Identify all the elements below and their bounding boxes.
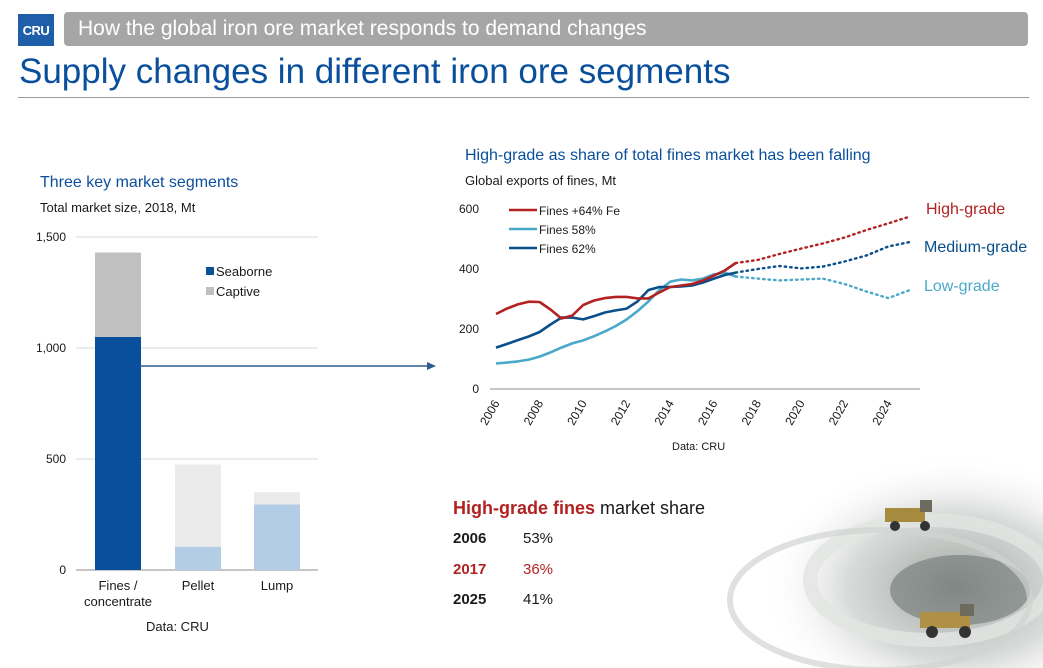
legend-label-seaborne: Seaborne bbox=[216, 264, 272, 279]
line-xtick-label: 2016 bbox=[695, 397, 721, 427]
bar-ytick-label: 0 bbox=[59, 563, 66, 577]
legend-label-medium-grade: Fines 62% bbox=[539, 242, 596, 256]
share-title-rest: market share bbox=[595, 498, 706, 518]
series-line-low-grade bbox=[495, 271, 737, 365]
line-ytick-label: 600 bbox=[459, 202, 479, 216]
forecast-line-medium-grade bbox=[734, 240, 912, 274]
share-title-highlight: High-grade fines bbox=[453, 498, 596, 518]
share-year: 2017 bbox=[453, 561, 487, 578]
bar-seaborne bbox=[95, 336, 141, 570]
line-ytick-label: 400 bbox=[459, 262, 479, 276]
bar-category-label: Pellet bbox=[182, 578, 215, 593]
annotation-low-grade: Low-grade bbox=[924, 278, 1000, 295]
annotation-medium-grade: Medium-grade bbox=[924, 239, 1028, 256]
bar-captive bbox=[254, 492, 300, 505]
line-xtick-label: 2012 bbox=[608, 397, 634, 427]
bar-category-label: concentrate bbox=[84, 594, 152, 609]
share-title: High-grade fines market share bbox=[453, 498, 705, 519]
line-xtick-label: 2008 bbox=[521, 397, 547, 427]
share-row: 2006 53% bbox=[453, 530, 553, 547]
haul-truck-icon bbox=[920, 604, 974, 638]
cru-logo: CRU bbox=[18, 14, 54, 46]
mine-photo bbox=[727, 455, 1043, 668]
legend-swatch-seaborne bbox=[206, 267, 214, 275]
bar-category-label: Fines / bbox=[98, 578, 137, 593]
connector-arrow bbox=[140, 362, 436, 370]
share-year: 2006 bbox=[453, 530, 487, 547]
forecast-line-low-grade bbox=[734, 275, 912, 300]
forecast-line-high-grade bbox=[734, 215, 912, 265]
line-xtick-label: 2018 bbox=[739, 397, 765, 427]
title-divider bbox=[18, 97, 1029, 98]
share-value: 36% bbox=[523, 561, 554, 578]
haul-truck-icon bbox=[885, 500, 932, 531]
legend-label-low-grade: Fines 58% bbox=[539, 223, 596, 237]
bar-captive bbox=[95, 252, 141, 337]
share-value: 41% bbox=[523, 591, 554, 608]
share-value: 53% bbox=[523, 530, 554, 547]
bar-ytick-label: 1,000 bbox=[36, 341, 66, 355]
share-row: 2025 41% bbox=[453, 591, 553, 608]
line-xtick-label: 2024 bbox=[869, 397, 895, 427]
line-ytick-label: 0 bbox=[472, 382, 479, 396]
share-year: 2025 bbox=[453, 591, 487, 608]
bar-captive bbox=[175, 464, 221, 547]
series-line-medium-grade bbox=[495, 271, 736, 349]
line-ytick-label: 200 bbox=[459, 322, 479, 336]
left-chart-source: Data: CRU bbox=[146, 619, 209, 634]
legend-swatch-captive bbox=[206, 287, 214, 295]
legend-label-captive: Captive bbox=[216, 284, 260, 299]
bar-ytick-label: 500 bbox=[46, 452, 66, 466]
annotation-high-grade: High-grade bbox=[926, 201, 1006, 218]
legend-label-high-grade: Fines +64% Fe bbox=[539, 204, 620, 218]
bar-seaborne bbox=[175, 546, 221, 570]
left-chart-subtitle: Total market size, 2018, Mt bbox=[40, 200, 196, 215]
line-xtick-label: 2020 bbox=[782, 397, 808, 427]
series-line-high-grade bbox=[495, 261, 737, 320]
line-xtick-label: 2010 bbox=[564, 397, 590, 427]
bar-seaborne bbox=[254, 504, 300, 570]
right-chart-source: Data: CRU bbox=[672, 441, 726, 453]
bar-chart: 0 500 1,000 1,500 Fines /concentrate Pellet Lu… bbox=[36, 230, 318, 609]
line-chart: 0 200 400 600 2006 2008 2010 2012 2014 2016 2018 20… bbox=[459, 202, 920, 428]
right-chart-title: High-grade as share of total fines marke… bbox=[465, 147, 871, 164]
bar-ytick-label: 1,500 bbox=[36, 230, 66, 244]
line-xtick-label: 2006 bbox=[477, 397, 503, 427]
bar-category-label: Lump bbox=[261, 578, 294, 593]
share-row: 2017 36% bbox=[453, 561, 553, 578]
right-chart-subtitle: Global exports of fines, Mt bbox=[465, 173, 617, 188]
line-xtick-label: 2014 bbox=[651, 397, 677, 427]
line-xtick-label: 2022 bbox=[826, 397, 852, 427]
left-chart-title: Three key market segments bbox=[40, 174, 239, 191]
page-title: Supply changes in different iron ore seg… bbox=[19, 52, 731, 91]
section-banner: How the global iron ore market responds … bbox=[64, 12, 1028, 46]
